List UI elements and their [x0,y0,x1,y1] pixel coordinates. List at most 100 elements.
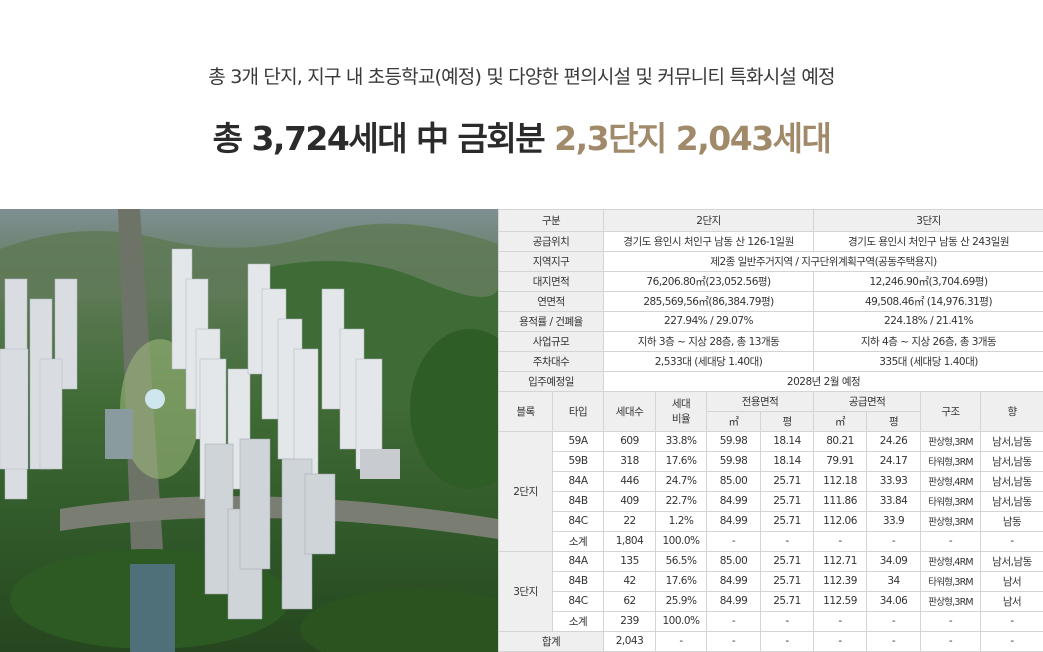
block3-value: 지하 4층 ~ 지상 26층, 총 3개동 [813,330,1043,352]
exclusive-pyeong-cell: 25.71 [760,550,815,572]
supply-pyeong-cell: - [866,610,922,632]
block3-value: 경기도 용인시 처인구 남동 산 243일원 [813,230,1043,252]
supply-sqm-cell: 80.21 [813,430,868,452]
supply-sqm-cell: 112.71 [813,550,868,572]
total-structure: - [920,630,982,652]
exclusive-pyeong-cell: 18.14 [760,430,815,452]
structure-cell: 판상형,4RM [920,550,982,572]
ratio-cell: 17.6% [655,450,708,472]
block3-value: 224.18% / 21.41% [813,310,1043,332]
ratio-header: 세대 비율 [655,390,708,432]
type-cell: 84A [551,550,605,572]
ratio-cell: 22.7% [655,490,708,512]
households-cell: 239 [603,610,657,632]
table-row: 공급위치 경기도 용인시 처인구 남동 산 126-1일원 경기도 용인시 처인… [497,230,1043,252]
block3-header: 3단지 [813,209,1043,232]
exclusive-sqm-cell: 85.00 [706,470,762,492]
table-row: 3단지 84A 135 56.5% 85.00 25.71 112.71 34.… [498,550,1043,632]
table-row: 지역지구 제2종 일반주거지역 / 지구단위계획구역(공동주택용지) [497,250,1043,272]
ratio-cell: 1.2% [655,510,708,532]
block3-label: 3단지 [498,550,553,632]
exclusive-pyeong-cell: - [760,530,815,552]
direction-cell: 남서,남동 [980,550,1043,572]
exclusive-sqm-cell: - [706,530,762,552]
households-cell: 22 [603,510,657,532]
supply-pyeong-cell: 33.93 [866,470,922,492]
supply-area-header: 공급면적 [813,390,922,412]
structure-cell: 판상형,3RM [920,510,982,532]
block-header: 블록 [498,390,553,432]
row-label: 연면적 [497,290,605,312]
merged-value: 제2종 일반주거지역 / 지구단위계획구역(공동주택용지) [603,250,1043,272]
exclusive-sqm-cell: 59.98 [706,450,762,472]
supply-pyeong-header: 평 [866,410,922,432]
type-cell: 84C [551,590,605,612]
table-row: 84C 62 25.9% 84.99 25.71 112.59 34.06 판상… [499,590,1043,612]
block2-value: 경기도 용인시 처인구 남동 산 126-1일원 [603,230,815,252]
ratio-cell: 24.7% [655,470,708,492]
table-row: 대지면적 76,206.80㎡(23,052.56평) 12,246.90㎡(3… [497,270,1043,292]
ratio-cell: 25.9% [655,590,708,612]
table-row: 연면적 285,569,56㎡(86,384.79평) 49,508.46㎡ (… [497,290,1043,312]
spec-table: 구분 2단지 3단지 공급위치 경기도 용인시 처인구 남동 산 126-1일원… [497,209,1043,652]
exclusive-sqm-cell: 84.99 [706,590,762,612]
total-supply-pyeong: - [866,630,922,652]
total-supply-sqm: - [813,630,868,652]
direction-cell: 남동 [980,510,1043,532]
structure-cell: 타워형,3RM [920,570,982,592]
supply-pyeong-cell: 34 [866,570,922,592]
total-direction: - [980,630,1043,652]
table-row: 84C 22 1.2% 84.99 25.71 112.06 33.9 판상형,… [499,510,1043,532]
households-cell: 42 [603,570,657,592]
type-cell: 84B [551,570,605,592]
ratio-cell: 17.6% [655,570,708,592]
table-row: 84A 446 24.7% 85.00 25.71 112.18 33.93 판… [499,470,1043,492]
total-exclusive-pyeong: - [760,630,815,652]
structure-cell: - [920,610,982,632]
direction-header: 향 [980,390,1043,432]
block3-value: 12,246.90㎡(3,704.69평) [813,270,1043,292]
row-label: 대지면적 [497,270,605,292]
exclusive-pyeong-cell: 25.71 [760,510,815,532]
block2-value: 285,569,56㎡(86,384.79평) [603,290,815,312]
supply-sqm-cell: 112.39 [813,570,868,592]
structure-cell: 판상형,3RM [920,430,982,452]
supply-pyeong-cell: 33.84 [866,490,922,512]
ratio-cell: 100.0% [655,530,708,552]
page-subtitle: 총 3개 단지, 지구 내 초등학교(예정) 및 다양한 편의시설 및 커뮤니티… [208,66,835,88]
ratio-header-bottom: 비율 [671,413,691,426]
ratio-cell: 100.0% [655,610,708,632]
total-label: 합계 [497,630,605,652]
exclusive-pyeong-cell: 25.71 [760,490,815,512]
exclusive-pyeong-cell: 25.71 [760,470,815,492]
row-label: 사업규모 [497,330,605,352]
block2-value: 지하 3층 ~ 지상 28층, 총 13개동 [603,330,815,352]
structure-header: 구조 [920,390,982,432]
supply-pyeong-cell: 34.06 [866,590,922,612]
exclusive-area-header: 전용면적 [706,390,815,412]
structure-cell: 판상형,4RM [920,470,982,492]
supply-sqm-cell: 112.18 [813,470,868,492]
row-label: 입주예정일 [497,370,605,392]
households-cell: 1,804 [603,530,657,552]
supply-sqm-header: ㎡ [813,410,868,432]
table-row: 입주예정일 2028년 2월 예정 [497,370,1043,392]
households-cell: 62 [603,590,657,612]
ratio-cell: 56.5% [655,550,708,572]
supply-pyeong-cell: 24.17 [866,450,922,472]
total-exclusive-sqm: - [706,630,762,652]
col-label-header: 구분 [497,209,605,232]
direction-cell: - [980,530,1043,552]
supply-sqm-cell: 112.06 [813,510,868,532]
subtotal-label: 소계 [551,530,605,552]
supply-sqm-cell: - [813,610,868,632]
row-label: 주차대수 [497,350,605,372]
block2-value: 2,533대 (세대당 1.40대) [603,350,815,372]
table-row: 사업규모 지하 3층 ~ 지상 28층, 총 13개동 지하 4층 ~ 지상 2… [497,330,1043,352]
direction-cell: 남서,남동 [980,490,1043,512]
households-cell: 609 [603,430,657,452]
structure-cell: 타워형,3RM [920,490,982,512]
table-row: 소계 1,804 100.0% - - - - - - [499,530,1043,552]
table-row: 주차대수 2,533대 (세대당 1.40대) 335대 (세대당 1.40대) [497,350,1043,372]
table-row: 59B 318 17.6% 59.98 18.14 79.91 24.17 타워… [499,450,1043,472]
